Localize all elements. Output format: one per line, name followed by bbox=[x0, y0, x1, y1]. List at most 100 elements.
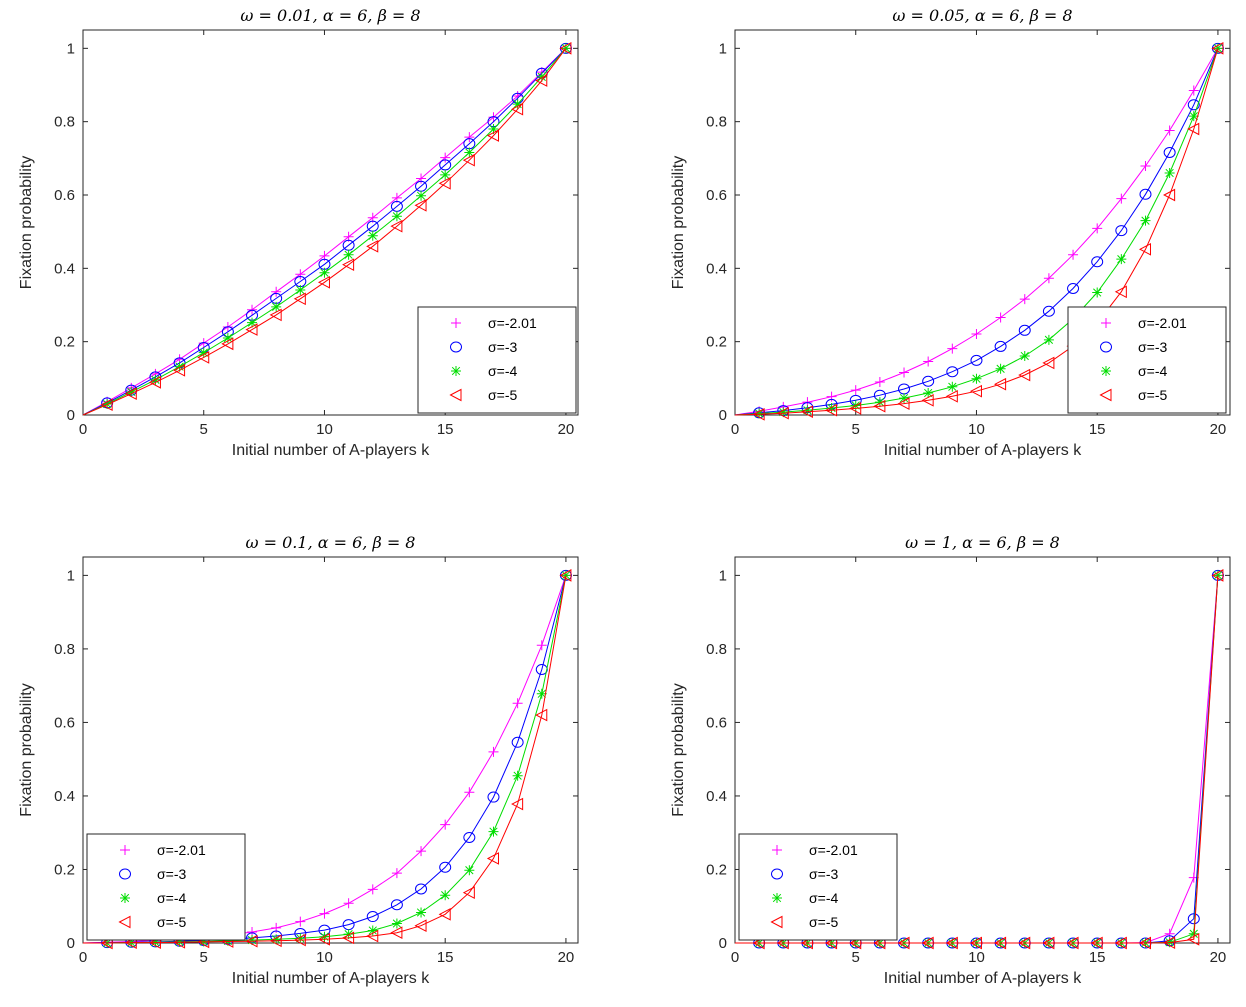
data-point bbox=[486, 852, 499, 865]
data-point bbox=[462, 886, 475, 899]
legend-marker bbox=[119, 868, 131, 880]
data-point bbox=[390, 926, 403, 940]
data-point bbox=[1187, 99, 1200, 111]
data-point bbox=[391, 868, 402, 879]
data-point bbox=[440, 819, 451, 830]
legend-box bbox=[86, 833, 246, 941]
data-point bbox=[438, 907, 451, 921]
data-point bbox=[343, 898, 354, 909]
data-point bbox=[319, 908, 330, 919]
y-tick-label: 0.4 bbox=[706, 788, 727, 805]
x-tick-label: 0 bbox=[731, 421, 739, 438]
x-axis-label: Initial number of A-players k bbox=[884, 970, 1082, 987]
data-point bbox=[1068, 249, 1079, 260]
legend-marker bbox=[771, 868, 783, 880]
data-point bbox=[416, 173, 427, 184]
data-point bbox=[1187, 932, 1200, 946]
data-point bbox=[825, 403, 838, 417]
data-point bbox=[221, 337, 234, 351]
data-point bbox=[269, 934, 282, 948]
data-point bbox=[994, 377, 1007, 391]
legend-marker bbox=[120, 893, 130, 903]
data-point bbox=[343, 249, 354, 260]
data-point bbox=[874, 397, 885, 408]
legend: σ=-2.01 σ=-3 σ=-4 σ=-5 bbox=[417, 306, 577, 414]
data-point bbox=[897, 397, 910, 410]
data-point bbox=[536, 71, 547, 82]
data-point bbox=[1043, 273, 1054, 284]
data-point bbox=[923, 388, 934, 398]
legend-label: σ=-5 bbox=[157, 914, 186, 930]
data-point bbox=[971, 373, 982, 384]
data-point bbox=[1042, 356, 1055, 370]
data-point bbox=[1116, 193, 1127, 204]
data-point bbox=[342, 931, 355, 945]
legend-marker bbox=[1101, 318, 1111, 328]
data-point bbox=[535, 74, 548, 87]
data-point bbox=[899, 367, 910, 378]
legend-label: σ=-3 bbox=[1138, 339, 1167, 355]
data-point bbox=[464, 865, 475, 876]
y-tick-label: 1 bbox=[67, 40, 75, 57]
legend-marker bbox=[1100, 341, 1112, 353]
data-point bbox=[945, 389, 958, 403]
x-tick-label: 10 bbox=[968, 421, 985, 438]
data-point bbox=[173, 363, 186, 377]
legend-marker bbox=[772, 893, 782, 903]
data-point bbox=[440, 152, 451, 163]
legend-label: σ=-5 bbox=[1138, 387, 1167, 403]
x-tick-label: 0 bbox=[79, 421, 87, 438]
data-point bbox=[415, 883, 428, 895]
legend-marker bbox=[450, 341, 462, 353]
legend-box bbox=[1067, 306, 1227, 414]
data-point bbox=[1092, 287, 1103, 298]
data-point bbox=[462, 153, 475, 167]
data-point bbox=[1019, 294, 1030, 305]
x-tick-label: 20 bbox=[558, 949, 575, 966]
legend-label: σ=-5 bbox=[809, 914, 838, 930]
y-tick-label: 0.6 bbox=[54, 714, 75, 731]
data-point bbox=[776, 406, 789, 420]
legend-label: σ=-2.01 bbox=[157, 842, 206, 858]
data-point bbox=[873, 399, 886, 413]
x-tick-label: 10 bbox=[316, 949, 333, 966]
x-tick-label: 15 bbox=[437, 949, 454, 966]
data-point bbox=[754, 408, 765, 419]
data-point bbox=[1042, 305, 1055, 317]
data-point bbox=[536, 640, 547, 651]
legend-label: σ=-3 bbox=[488, 339, 517, 355]
data-point bbox=[826, 403, 837, 414]
legend-label: σ=-2.01 bbox=[809, 842, 858, 858]
data-point bbox=[826, 391, 837, 402]
y-tick-label: 0.2 bbox=[54, 861, 75, 878]
data-point bbox=[1091, 256, 1104, 268]
chart-panel-2: 0 5 10 15 20 0 0.2 0.4 0.6 0.8 1 ω = 0.05, α = 6, β… bbox=[670, 6, 1231, 459]
data-point bbox=[295, 269, 306, 280]
chart-panel-1: 0 5 10 15 20 0 0.2 0.4 0.6 0.8 1 ω = 0.01, α = 6, β… bbox=[18, 6, 579, 459]
series-line bbox=[82, 48, 567, 416]
data-point bbox=[1138, 936, 1151, 950]
data-point bbox=[416, 846, 427, 857]
y-tick-label: 0 bbox=[719, 407, 727, 424]
chart-title: ω = 0.01, α = 6, β = 8 bbox=[240, 6, 420, 25]
data-point bbox=[488, 746, 499, 757]
data-point bbox=[247, 317, 258, 328]
x-tick-label: 5 bbox=[852, 949, 860, 966]
data-point bbox=[124, 387, 137, 401]
data-point bbox=[923, 356, 934, 367]
data-point bbox=[971, 328, 982, 339]
y-tick-label: 0 bbox=[67, 407, 75, 424]
data-point bbox=[1163, 188, 1176, 202]
x-tick-label: 15 bbox=[1089, 421, 1106, 438]
data-point bbox=[245, 323, 258, 336]
y-tick-label: 1 bbox=[67, 567, 75, 584]
data-point bbox=[897, 936, 910, 950]
data-point bbox=[778, 407, 789, 418]
data-point bbox=[994, 936, 1007, 950]
y-tick-label: 0.4 bbox=[706, 260, 727, 277]
data-point bbox=[946, 366, 959, 378]
data-point bbox=[1188, 111, 1199, 122]
data-point bbox=[271, 286, 282, 297]
data-point bbox=[1090, 936, 1103, 950]
